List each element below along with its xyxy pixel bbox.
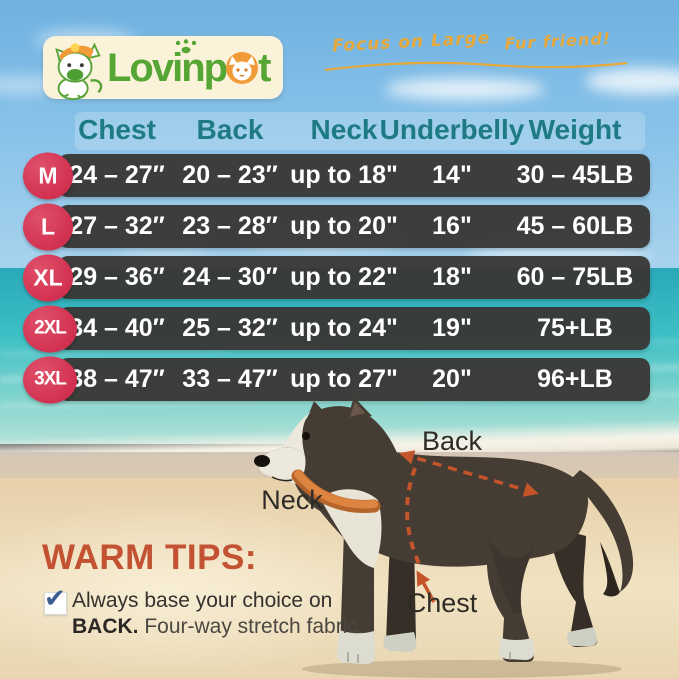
chest-arrow xyxy=(416,570,436,603)
chest-label: Chest xyxy=(407,588,478,618)
back-value: 33 – 47″ xyxy=(182,365,278,393)
tips-back-emphasis: BACK. xyxy=(72,615,139,638)
cat-icon xyxy=(225,49,259,95)
tips-fabric-note: Four-way stretch fabric. xyxy=(138,615,364,638)
table-row-l: L 27 – 32″ 23 – 28″ up to 20" 16" 45 – 6… xyxy=(23,203,650,250)
checkbox-icon: ✔ xyxy=(44,585,67,615)
dog-eye xyxy=(302,432,310,440)
collar xyxy=(291,469,381,513)
table-row-m: M 24 – 27″ 20 – 23″ up to 18" 14" 30 – 4… xyxy=(23,152,650,199)
cloud xyxy=(385,78,545,100)
paw-icon xyxy=(175,39,197,54)
underbelly-value: 19" xyxy=(432,314,472,342)
slogan-underline xyxy=(324,61,628,72)
back-value: 24 – 30″ xyxy=(182,263,278,291)
table-row-xl: XL 29 – 36″ 24 – 30″ up to 22" 18" 60 – … xyxy=(23,254,650,301)
dog-nose xyxy=(254,455,270,467)
chest-girth-line xyxy=(405,467,422,567)
column-header-back: Back xyxy=(196,114,264,145)
neck-value: up to 27" xyxy=(290,365,398,393)
weight-value: 45 – 60LB xyxy=(516,212,634,240)
tips-text-line2: BACK. Four-way stretch fabric. xyxy=(72,615,364,639)
back-value: 23 – 28″ xyxy=(182,212,278,240)
underbelly-value: 16" xyxy=(432,212,472,240)
underbelly-value: 14" xyxy=(432,161,472,189)
table-header-row: Chest Back Neck Underbelly Weight xyxy=(58,112,650,148)
chest-value: 38 – 47″ xyxy=(69,365,165,393)
brand-name-part1: Lovinp xyxy=(107,46,228,90)
chest-value: 24 – 27″ xyxy=(69,161,165,189)
back-value: 25 – 32″ xyxy=(182,314,278,342)
neck-value: up to 22" xyxy=(290,263,398,291)
weight-value: 60 – 75LB xyxy=(516,263,634,291)
size-badge-3xl: 3XL xyxy=(23,356,77,403)
column-header-underbelly: Underbelly xyxy=(379,114,525,145)
weight-value: 75+LB xyxy=(537,314,613,342)
back-label: Back xyxy=(422,426,483,456)
neck-value: up to 24" xyxy=(290,314,398,342)
mascot-dog-icon xyxy=(55,42,103,100)
dog-measurement-diagram: Back Neck Chest xyxy=(254,397,634,678)
brand-logo: Lovinp t xyxy=(43,36,283,100)
table-row-3xl: 3XL 38 – 47″ 33 – 47″ up to 27" 20" 96+L… xyxy=(23,356,650,403)
size-badge-m: M xyxy=(23,152,73,199)
size-badge-l: L xyxy=(23,203,73,250)
size-badge-xl: XL xyxy=(23,254,73,301)
underbelly-value: 20" xyxy=(432,365,472,393)
brand-name: Lovinp t xyxy=(107,45,271,95)
size-badge-2xl: 2XL xyxy=(23,305,77,352)
underbelly-value: 18" xyxy=(432,263,472,291)
chest-value: 34 – 40″ xyxy=(69,314,165,342)
brand-name-part2: t xyxy=(258,46,271,90)
cloud xyxy=(585,68,679,94)
neck-value: up to 20" xyxy=(290,212,398,240)
column-header-neck: Neck xyxy=(310,114,378,145)
header-strip xyxy=(75,112,645,150)
column-header-weight: Weight xyxy=(528,114,622,145)
size-table: Chest Back Neck Underbelly Weight M 24 –… xyxy=(23,112,650,409)
chest-value: 27 – 32″ xyxy=(69,212,165,240)
chest-value: 29 – 36″ xyxy=(69,263,165,291)
warm-tips-title: WARM TIPS: xyxy=(42,538,257,577)
weight-value: 30 – 45LB xyxy=(516,161,634,189)
column-header-chest: Chest xyxy=(78,114,156,145)
sand-highlight xyxy=(0,500,380,679)
dog-shadow xyxy=(302,660,622,678)
back-measure-line xyxy=(399,450,539,497)
checkmark-icon: ✔ xyxy=(44,583,66,613)
neck-label: Neck xyxy=(261,485,323,515)
back-value: 20 – 23″ xyxy=(182,161,278,189)
neck-value: up to 18" xyxy=(290,161,398,189)
table-row-2xl: 2XL 34 – 40″ 25 – 32″ up to 24" 19" 75+L… xyxy=(23,305,650,352)
weight-value: 96+LB xyxy=(537,365,613,393)
tips-text-line1: Always base your choice on xyxy=(72,589,333,612)
